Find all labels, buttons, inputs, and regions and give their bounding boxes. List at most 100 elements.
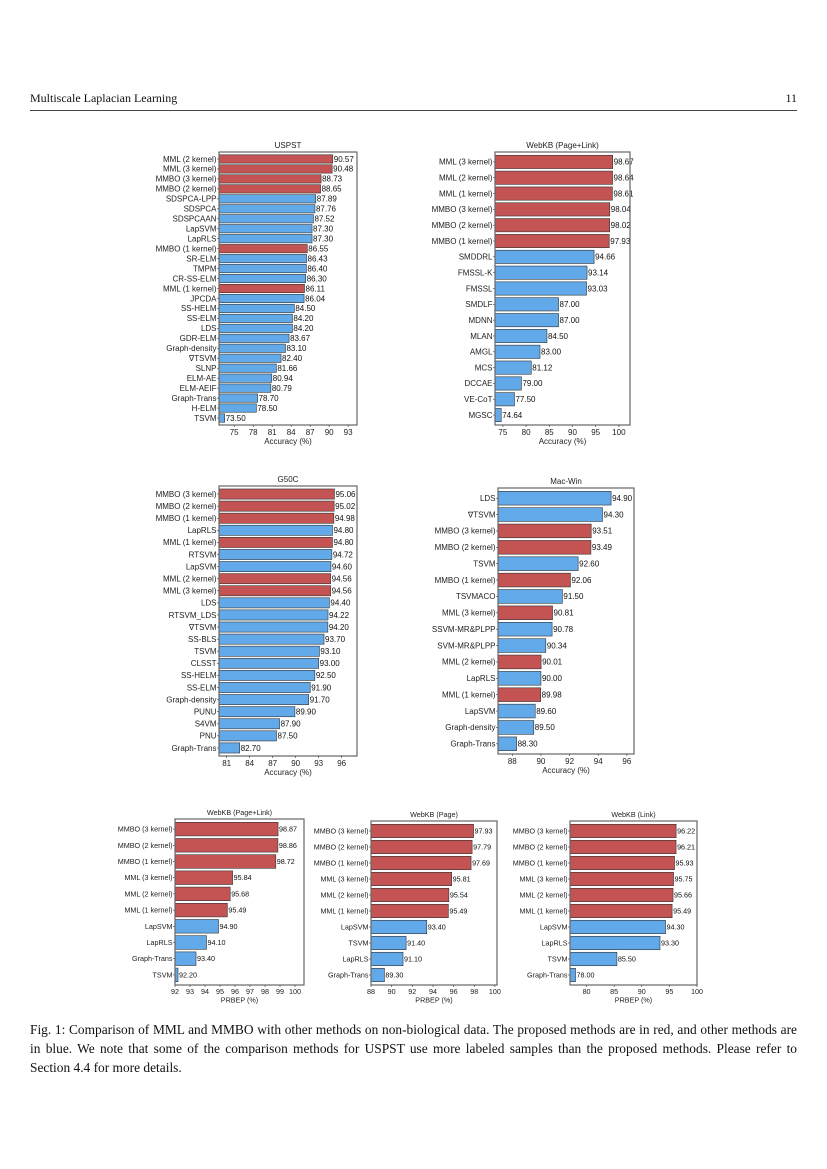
data-label: 83.67: [290, 334, 311, 343]
bar-label: PNU: [200, 732, 217, 741]
chart-svg: WebKB (Link) MMBO (3 kernel) 96.22 MMBO (2 …: [513, 810, 703, 1004]
x-tick-label: 84: [287, 428, 296, 437]
x-tick-label: 94: [429, 987, 437, 996]
bar-label: MMBO (3 kernel): [513, 827, 568, 836]
x-tick-label: 96: [231, 987, 239, 996]
plot-frame: [218, 485, 358, 757]
bar-label: VE-CoT: [464, 395, 493, 404]
bar-other: [218, 303, 295, 313]
data-label: 93.30: [661, 939, 679, 948]
bar-label: SS-ELM: [187, 683, 217, 692]
data-label: 98.72: [277, 857, 295, 866]
data-label: 97.93: [610, 237, 631, 246]
x-tick-label: 99: [276, 987, 284, 996]
chart-title: Mac-Win: [550, 477, 582, 486]
data-label: 87.30: [313, 225, 334, 234]
x-tick-label: 93: [314, 759, 323, 768]
bar-proposed: [174, 870, 233, 885]
data-label: 94.40: [330, 599, 351, 608]
data-label: 86.30: [307, 274, 328, 283]
x-tick-label: 100: [612, 428, 626, 437]
data-label: 89.50: [535, 723, 556, 732]
plot-frame: [497, 487, 635, 755]
bar-other: [494, 281, 587, 296]
bar-other: [494, 376, 522, 391]
data-label: 85.50: [618, 955, 636, 964]
bar-proposed: [569, 903, 673, 919]
bar-proposed: [370, 887, 450, 903]
bar-other: [218, 254, 307, 264]
bar-label: GDR-ELM: [180, 334, 217, 343]
bar-label: RTSVM: [189, 550, 217, 559]
bar-proposed: [174, 838, 279, 853]
data-label: 92.20: [179, 970, 197, 979]
bar-label: MML (3 kernel): [442, 609, 496, 618]
x-tick-label: 81: [222, 759, 231, 768]
bar-other: [370, 935, 407, 951]
chart-svg: G50C MMBO (3 kernel) 95.06 MMBO (2 kernel) 9…: [156, 475, 358, 777]
bar-other: [370, 919, 428, 935]
bar-label: MML (2 kernel): [519, 891, 567, 900]
data-label: 87.00: [560, 300, 581, 309]
bar-other: [218, 657, 319, 669]
data-label: 91.50: [563, 592, 584, 601]
data-label: 94.56: [332, 587, 353, 596]
data-label: 91.90: [311, 683, 332, 692]
x-axis-label: Accuracy (%): [264, 768, 312, 777]
data-label: 90.57: [334, 155, 355, 164]
bar-label: SMDLF: [465, 300, 492, 309]
bar-label: MML (3 kernel): [320, 875, 368, 884]
bar-proposed: [370, 871, 452, 887]
x-tick-label: 90: [568, 428, 577, 437]
data-label: 95.93: [676, 859, 694, 868]
bar-other: [218, 274, 307, 284]
x-tick-label: 98: [470, 987, 478, 996]
bar-other: [218, 373, 273, 383]
bar-label: MMBO (3 kernel): [432, 205, 493, 214]
bar-label: PUNU: [194, 707, 217, 716]
data-label: 86.40: [307, 264, 328, 273]
bar-other: [497, 671, 542, 686]
page-number: 11: [785, 91, 797, 105]
data-label: 91.40: [407, 939, 425, 948]
bar-label: ∇TSVM: [188, 354, 217, 363]
bar-label: MMBO (2 kernel): [314, 843, 369, 852]
bar-other: [218, 264, 307, 274]
data-label: 84.50: [548, 332, 569, 341]
bar-label: MML (2 kernel): [163, 155, 217, 164]
bar-label: LapSVM: [540, 923, 568, 932]
data-label: 82.40: [282, 354, 303, 363]
x-tick-label: 92: [565, 757, 574, 766]
data-label: 91.70: [310, 695, 331, 704]
bar-proposed: [569, 823, 677, 839]
bar-label: LapSVM: [186, 562, 217, 571]
bar-label: MML (1 kernel): [124, 906, 172, 915]
bar-other: [218, 204, 316, 214]
bar-other: [497, 622, 553, 637]
data-label: 94.80: [333, 526, 354, 535]
bar-other: [218, 597, 330, 609]
bar-other: [494, 344, 541, 359]
bar-other: [218, 549, 333, 560]
bar-proposed: [218, 174, 322, 184]
bar-label: CLSST: [191, 659, 217, 668]
bar-other: [218, 363, 277, 373]
data-label: 84.20: [293, 324, 314, 333]
bar-other: [497, 556, 579, 571]
bar-label: MML (3 kernel): [124, 873, 172, 882]
x-tick-label: 100: [289, 987, 301, 996]
bar-label: MML (1 kernel): [439, 189, 493, 198]
bar-label: Graph-density: [166, 344, 216, 353]
bar-proposed: [370, 823, 474, 839]
bar-proposed: [218, 184, 321, 194]
plot-frame: [218, 151, 358, 426]
bar-label: MMBO (3 kernel): [156, 490, 217, 499]
bar-label: RTSVM_LDS: [169, 611, 217, 620]
bar-other: [497, 720, 535, 735]
bar-proposed: [218, 244, 308, 254]
data-label: 89.98: [542, 690, 563, 699]
data-label: 94.98: [335, 514, 356, 523]
chart-title: USPST: [275, 141, 302, 150]
chart-uspst: USPST MML (2 kernel) 90.57 MML (3 kernel) 90…: [156, 141, 358, 446]
data-label: 98.67: [614, 158, 635, 167]
